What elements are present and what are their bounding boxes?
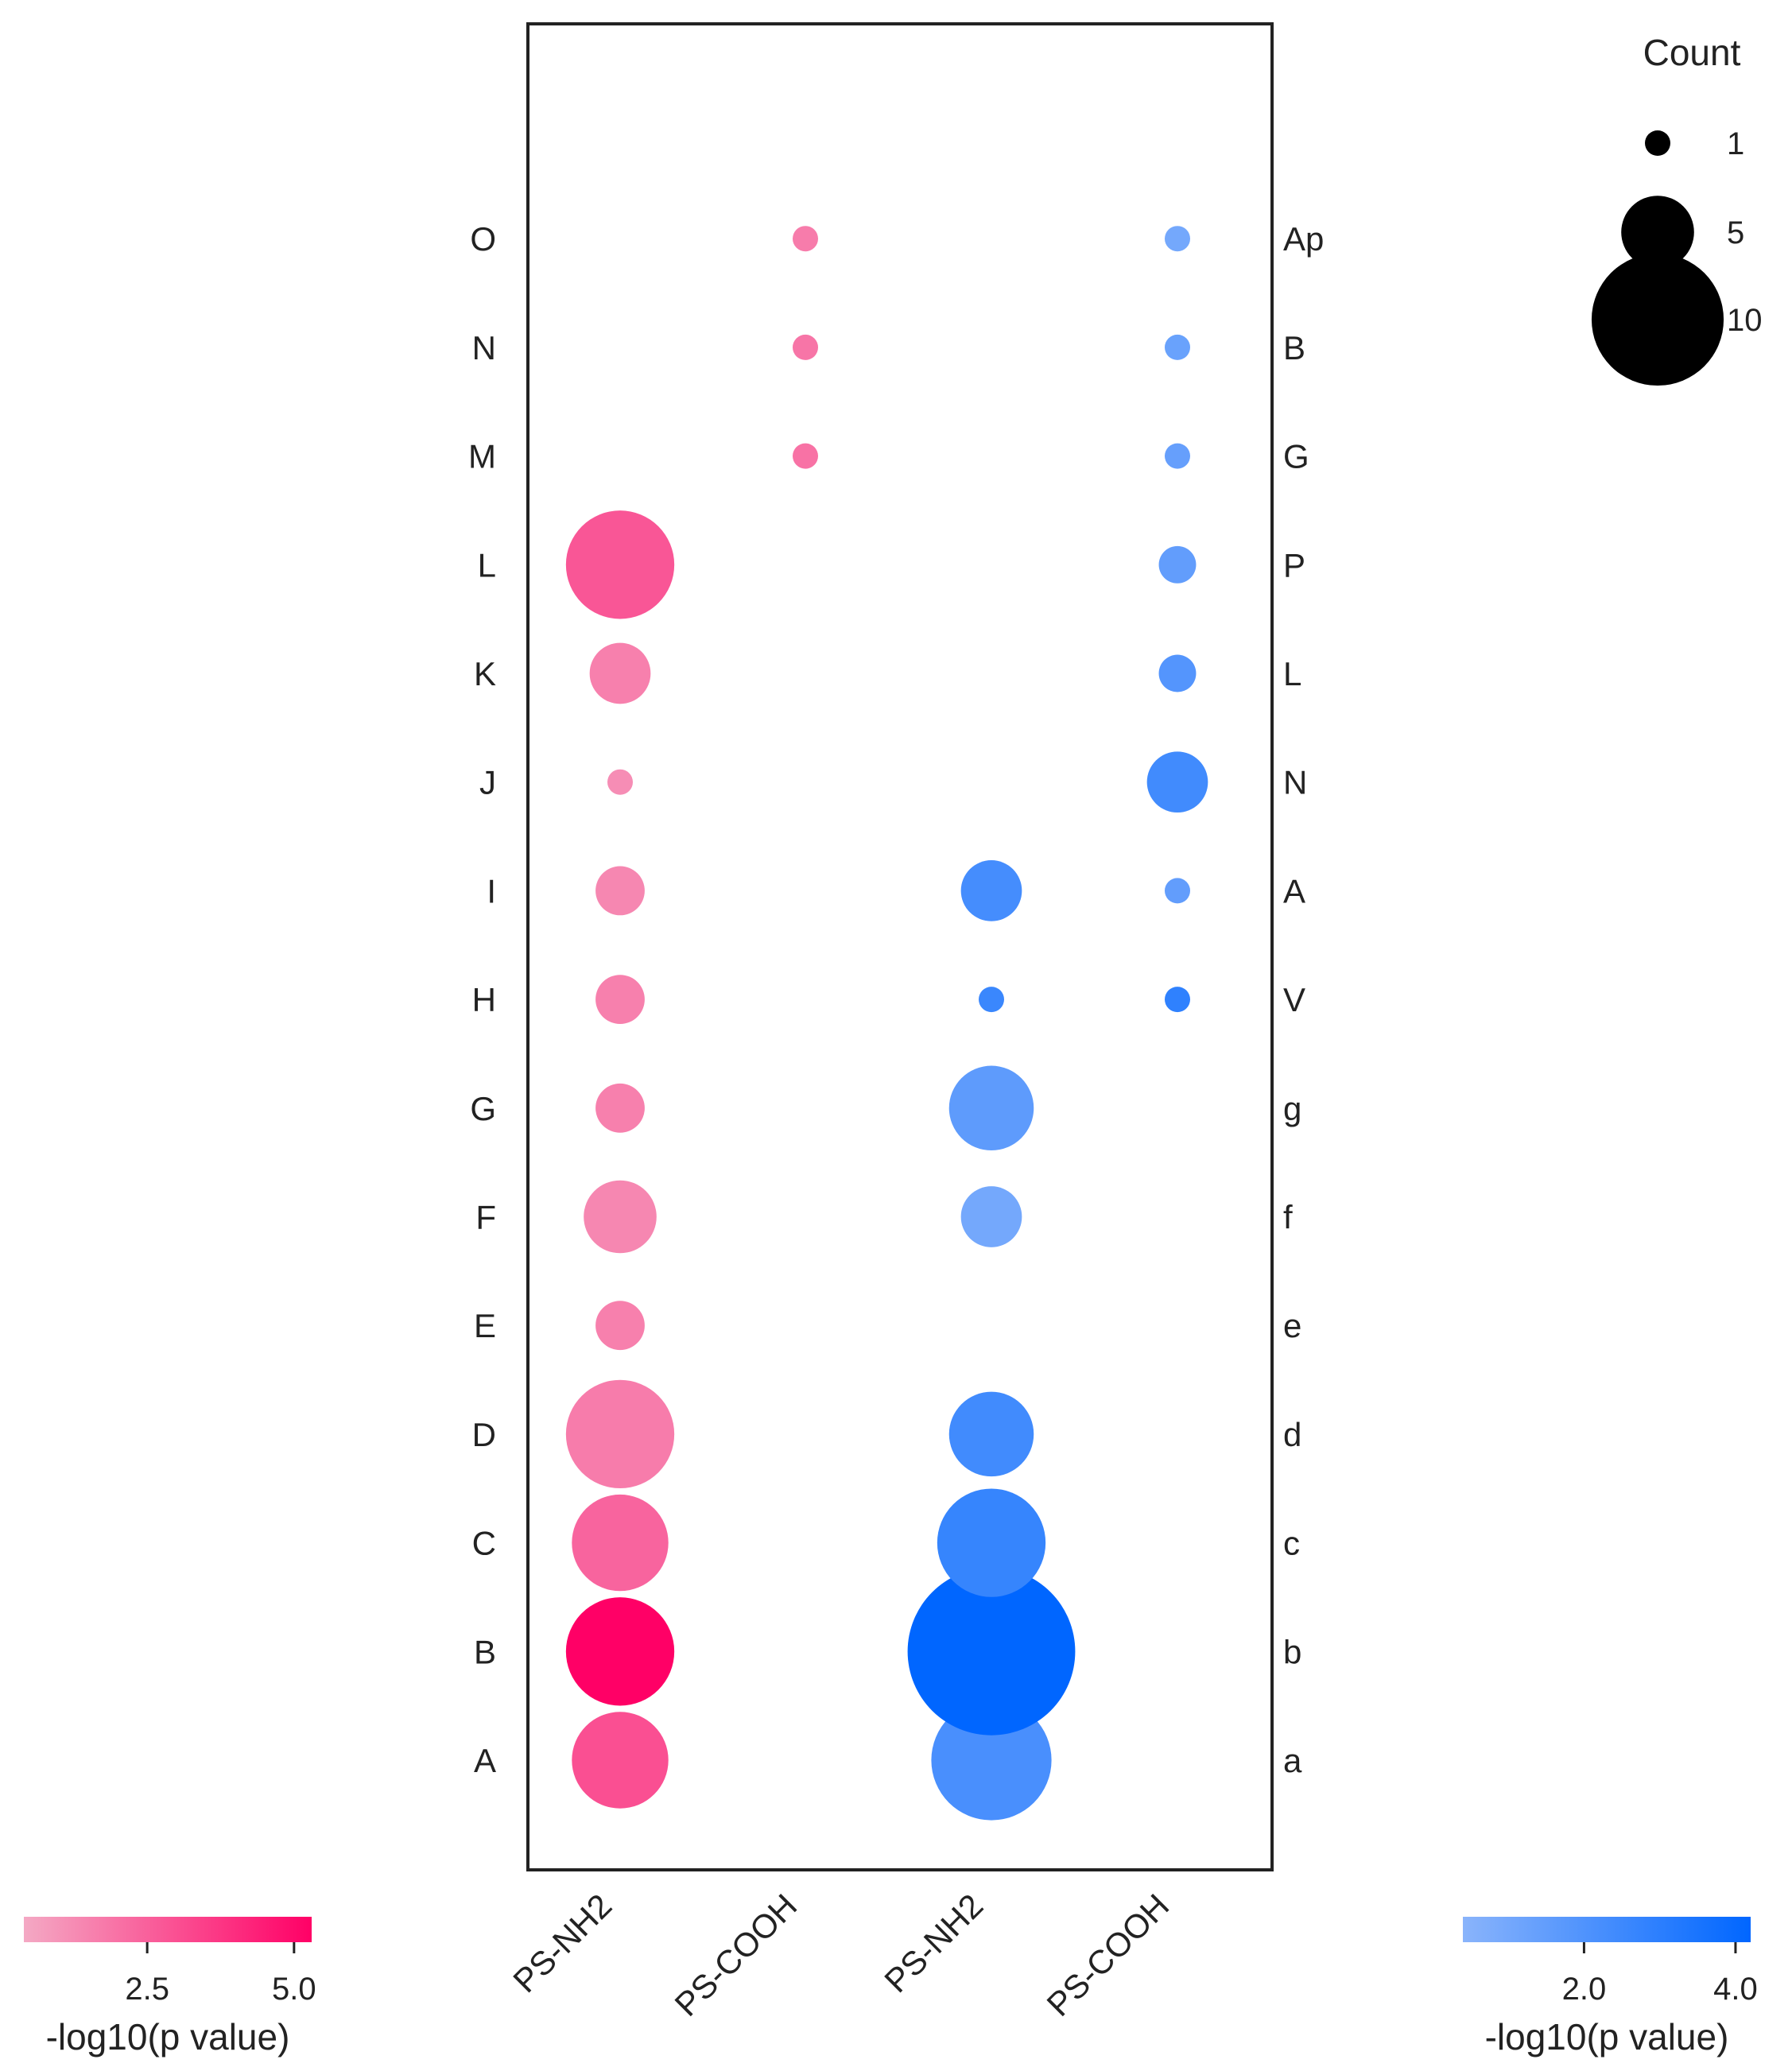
dot-pink-14 (793, 226, 818, 252)
colorbar-tick-label: 5.0 (272, 1972, 316, 2007)
left-y-label: E (474, 1307, 496, 1344)
left-y-label: H (472, 981, 496, 1018)
left-y-label: A (474, 1742, 496, 1779)
size-legend-label: 1 (1727, 126, 1744, 161)
right-y-axis-labels: a b c d e f g V A N L P G B Ap (1283, 220, 1324, 1779)
x-axis-label: PS-COOH (668, 1887, 805, 2023)
left-y-axis-labels: A B C D E F G H I J K L M N O (468, 220, 496, 1779)
colorbar-pink: 2.5 5.0 -log10(p value) (24, 1917, 316, 2057)
right-y-label: N (1283, 764, 1307, 801)
dot-blue-5 (948, 1065, 1034, 1151)
dot-blue-14 (1165, 334, 1190, 360)
size-legend-label: 5 (1727, 215, 1744, 250)
dot-pink-7 (595, 975, 645, 1024)
colorbar-tick-label: 4.0 (1713, 1972, 1758, 2007)
dot-pink-1 (565, 1597, 675, 1706)
left-y-label: K (474, 655, 496, 692)
dot-pink-3 (565, 1379, 675, 1489)
left-y-label: L (478, 546, 496, 584)
x-axis-labels: PS-NH2 PS-COOH PS-NH2 PS-COOH (506, 1887, 1176, 2023)
dot-blue-1 (907, 1567, 1076, 1736)
left-y-label: B (474, 1633, 496, 1670)
right-y-label: B (1283, 329, 1305, 366)
dot-pink-12 (793, 443, 818, 469)
points-layer (565, 226, 1208, 1821)
dot-blue-0 (931, 1700, 1052, 1821)
dot-pink-8 (595, 866, 645, 916)
dot-pink-10 (589, 642, 651, 704)
colorbar-blue: 2.0 4.0 -log10(p value) (1463, 1917, 1758, 2057)
dot-blue-13 (1165, 443, 1190, 469)
dot-blue-10 (1146, 751, 1208, 813)
dot-pink-2 (572, 1494, 669, 1592)
dot-blue-7 (960, 860, 1022, 921)
dot-pink-13 (793, 334, 818, 360)
colorbar-pink-gradient (24, 1917, 312, 1942)
dot-pink-0 (572, 1712, 669, 1809)
right-y-label: a (1283, 1742, 1302, 1779)
dot-blue-8 (1165, 987, 1190, 1013)
plot-frame (526, 22, 1274, 1871)
right-y-label: L (1283, 655, 1301, 692)
colorbar-tick-label: 2.5 (125, 1972, 169, 2007)
colorbar-pink-label: -log10(p value) (46, 2016, 290, 2057)
dot-blue-12 (1158, 545, 1197, 584)
right-y-label: g (1283, 1090, 1301, 1127)
colorbar-blue-gradient (1463, 1917, 1751, 1942)
left-y-label: C (472, 1525, 496, 1562)
dot-pink-11 (565, 510, 675, 619)
size-legend-title: Count (1643, 32, 1741, 73)
dot-pink-9 (607, 769, 633, 795)
x-axis-label: PS-COOH (1040, 1887, 1177, 2023)
size-legend-dot (1591, 253, 1724, 386)
right-y-label: A (1283, 872, 1305, 909)
dot-blue-15 (1165, 226, 1190, 252)
colorbar-blue-ticks: 2.0 4.0 (1562, 1942, 1758, 2007)
size-legend-dot (1645, 130, 1670, 156)
dot-blue-4 (960, 1186, 1022, 1247)
dot-pink-4 (595, 1301, 645, 1351)
left-y-label: I (487, 872, 496, 909)
right-y-label: d (1283, 1416, 1301, 1453)
size-legend-dot (1621, 196, 1694, 269)
x-axis-label: PS-NH2 (506, 1887, 619, 1999)
dot-pink-6 (595, 1083, 645, 1133)
right-y-label: P (1283, 546, 1305, 584)
colorbar-pink-ticks: 2.5 5.0 (125, 1942, 316, 2007)
x-axis-label: PS-NH2 (877, 1887, 990, 1999)
left-y-label: D (472, 1416, 496, 1453)
colorbar-blue-label: -log10(p value) (1485, 2016, 1729, 2057)
right-y-label: b (1283, 1633, 1301, 1670)
colorbar-tick-label: 2.0 (1562, 1972, 1607, 2007)
right-y-label: e (1283, 1307, 1301, 1344)
left-y-label: N (472, 329, 496, 366)
left-y-label: J (479, 764, 496, 801)
dot-blue-9 (1165, 878, 1190, 904)
right-y-label: Ap (1283, 220, 1324, 258)
right-y-label: f (1283, 1199, 1293, 1236)
left-y-label: M (468, 438, 496, 475)
dot-blue-11 (1158, 654, 1197, 692)
right-y-label: G (1283, 438, 1309, 475)
left-y-label: G (470, 1090, 496, 1127)
right-y-label: V (1283, 981, 1305, 1018)
size-legend-label: 10 (1727, 303, 1763, 338)
left-y-label: O (470, 220, 496, 258)
right-y-label: c (1283, 1525, 1300, 1562)
dot-blue-3 (948, 1391, 1034, 1477)
dot-blue-2 (937, 1488, 1046, 1597)
dot-blue-6 (979, 987, 1004, 1013)
left-y-label: F (475, 1199, 496, 1236)
dot-pink-5 (584, 1180, 657, 1254)
